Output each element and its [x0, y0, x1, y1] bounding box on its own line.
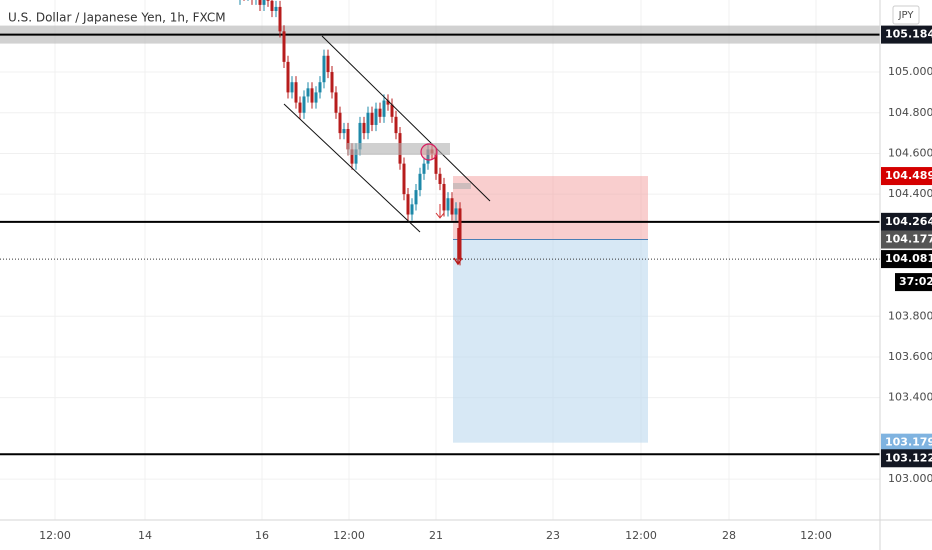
candle-body	[458, 208, 462, 260]
y-tick-label: 104.400	[888, 187, 932, 200]
level-tag-bg	[881, 212, 932, 231]
x-tick-label: 16	[255, 529, 269, 542]
candle-body	[298, 102, 302, 113]
level-tag: 104.264	[885, 215, 932, 228]
candle-body	[330, 72, 334, 93]
candle-body	[382, 100, 386, 117]
candle-body	[282, 31, 286, 62]
level-tag-bg	[881, 25, 932, 44]
y-tick-label: 104.800	[888, 106, 932, 119]
x-tick-label: 28	[722, 529, 736, 542]
countdown-bg	[895, 273, 932, 292]
candle-body	[302, 96, 306, 113]
candle-body	[426, 149, 430, 164]
candle-body	[442, 183, 446, 211]
x-tick-label: 14	[138, 529, 152, 542]
last-price-tag-bg	[881, 250, 932, 269]
y-tick-label: 103.400	[888, 391, 932, 404]
candle-body	[434, 153, 438, 174]
arrow-head	[435, 212, 445, 219]
candle-body	[270, 0, 274, 11]
candle-body	[338, 112, 342, 134]
zone	[453, 183, 471, 189]
candle-body	[446, 198, 450, 211]
candle-body	[354, 149, 358, 164]
candle-body	[422, 163, 426, 174]
y-tick-label: 104.600	[888, 146, 932, 159]
x-tick-label: 12:00	[333, 529, 365, 542]
candle-body	[378, 108, 382, 117]
candle-body	[414, 190, 418, 205]
currency-button[interactable]	[892, 5, 920, 25]
candle-body	[290, 82, 294, 93]
level-tag: 105.184	[885, 28, 932, 41]
stop-tag: 104.489	[885, 169, 932, 182]
candle-body	[410, 204, 414, 215]
candle-body	[258, 0, 262, 5]
candle-body	[438, 173, 442, 184]
x-tick-label: 12:00	[800, 529, 832, 542]
x-tick-label: 12:00	[625, 529, 657, 542]
level-tag: 103.122	[885, 451, 932, 464]
level-tag-bg	[881, 449, 932, 468]
candle-body	[450, 198, 454, 215]
candle-body	[326, 55, 330, 73]
candle-body	[306, 88, 310, 97]
stop-zone	[453, 176, 648, 240]
x-tick-label: 12:00	[39, 529, 71, 542]
candle-body	[294, 82, 298, 103]
target-tag: 103.179	[885, 436, 932, 449]
candle-body	[346, 129, 350, 150]
drawings	[0, 25, 880, 456]
y-tick-label: 103.800	[888, 309, 932, 322]
stop-tag-bg	[881, 167, 932, 186]
candle-body	[314, 92, 318, 103]
candle-body	[318, 82, 322, 93]
candle-body	[322, 55, 326, 83]
candle-body	[394, 116, 398, 134]
target-zone	[453, 239, 648, 443]
candle-body	[274, 6, 278, 11]
candle-body	[278, 6, 282, 32]
candle-body	[362, 122, 366, 134]
x-tick-label: 21	[429, 529, 443, 542]
candle-body	[366, 112, 370, 134]
candle-body	[334, 92, 338, 113]
x-tick-label: 23	[546, 529, 560, 542]
candle-body	[402, 163, 406, 195]
candle-body	[418, 173, 422, 191]
candle-body	[262, 0, 266, 5]
last-price-tag: 104.081	[885, 252, 932, 265]
candle-body	[266, 0, 270, 1]
candle-body	[386, 100, 390, 105]
candle-body	[406, 194, 410, 215]
y-tick-label: 103.000	[888, 472, 932, 485]
entry-tag: 104.177	[885, 233, 932, 246]
y-tick-label: 105.000	[888, 65, 932, 78]
target-tag-bg	[881, 433, 932, 452]
candle-body	[370, 112, 374, 125]
candle-body	[342, 129, 346, 134]
y-tick-label: 103.600	[888, 350, 932, 363]
tools	[283, 35, 491, 266]
candle-body	[286, 61, 290, 93]
channel-upper	[321, 35, 491, 202]
candle-body	[454, 208, 458, 215]
channel-lower	[283, 103, 421, 233]
candle-body	[350, 149, 354, 164]
candles	[239, 0, 462, 266]
countdown: 37:02	[899, 275, 932, 288]
entry-tag-bg	[881, 230, 932, 249]
candle-body	[374, 108, 378, 125]
candle-body	[310, 88, 314, 103]
candle-body	[358, 122, 362, 150]
candle-body	[390, 104, 394, 117]
arrow-head	[453, 257, 463, 266]
chart-title: U.S. Dollar / Japanese Yen, 1h, FXCM	[8, 11, 226, 25]
highlight-circle	[420, 143, 438, 161]
currency: JPY	[898, 10, 915, 21]
